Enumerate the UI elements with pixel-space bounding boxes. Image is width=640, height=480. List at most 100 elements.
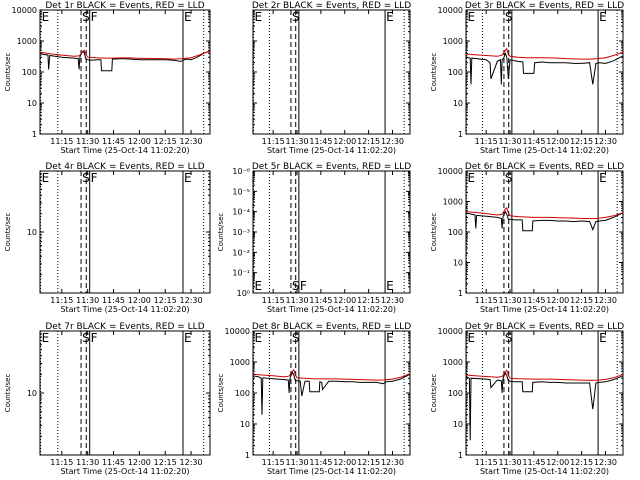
event-marker-label: E — [255, 10, 263, 24]
y-tick-label: 10000 — [12, 6, 37, 15]
y-tick-label: 10000 — [438, 327, 463, 336]
y-axis-label: Counts/sec — [217, 374, 225, 413]
x-tick-label: 11:15 — [262, 137, 285, 146]
detector-panel-det7r: Det 7r BLACK = Events, RED = LLD 10 Counts… — [4, 322, 211, 476]
x-axis-label: Start Time (25-Oct-14 11:02:20) — [60, 305, 189, 314]
y-tick-label: 10 — [240, 420, 250, 429]
x-tick-label: 11:45 — [309, 137, 332, 146]
y-tick-label: 100 — [22, 68, 37, 77]
y-tick-label: 1 — [32, 130, 37, 139]
lld-series-line — [465, 206, 624, 220]
x-axis-label: Start Time (25-Oct-14 11:02:20) — [267, 146, 396, 155]
y-tick-label: 10⁻² — [232, 248, 250, 257]
y-tick-label: 1 — [458, 130, 463, 139]
y-tick-label: 1 — [245, 451, 250, 460]
x-tick-label: 12:30 — [180, 296, 203, 305]
y-tick-label: 100 — [448, 68, 463, 77]
panel-title: Det 9r BLACK = Events, RED = LLD — [465, 322, 624, 332]
panel-title: Det 4r BLACK = Events, RED = LLD — [45, 162, 204, 172]
lld-series-line — [252, 368, 411, 381]
axis-frame — [39, 330, 211, 456]
axis-frame — [465, 170, 624, 294]
y-tick-label: 10 — [453, 259, 463, 268]
y-axis-label: Counts/sec — [430, 374, 438, 413]
x-tick-label: 12:30 — [381, 296, 404, 305]
x-tick-label: 12:30 — [594, 296, 617, 305]
event-marker-label: E — [468, 10, 476, 24]
event-marker-label: F — [300, 279, 307, 293]
event-marker-label: E — [42, 171, 50, 185]
x-tick-label: 11:30 — [498, 296, 521, 305]
y-tick-label: 100 — [448, 228, 463, 237]
x-tick-label: 12:30 — [594, 458, 617, 467]
x-axis-label: Start Time (25-Oct-14 11:02:20) — [267, 305, 396, 314]
y-tick-label: 10⁻¹ — [232, 269, 250, 278]
y-tick-label: 10000 — [225, 327, 250, 336]
x-tick-label: 12:30 — [381, 458, 404, 467]
y-tick-label: 1000 — [17, 37, 37, 46]
event-marker-label: E — [386, 331, 394, 345]
x-tick-label: 12:00 — [128, 137, 151, 146]
panel-title: Det 7r BLACK = Events, RED = LLD — [45, 322, 204, 332]
y-tick-label: 100 — [235, 389, 250, 398]
event-marker-label: E — [42, 331, 50, 345]
y-tick-label: 10⁻³ — [232, 228, 250, 237]
event-marker-label: E — [599, 10, 607, 24]
x-tick-label: 12:15 — [570, 458, 593, 467]
y-tick-label: 10000 — [438, 6, 463, 15]
x-tick-label: 12:00 — [128, 458, 151, 467]
y-axis-label: Counts/sec — [430, 213, 438, 252]
events-series-line — [39, 50, 211, 72]
x-tick-label: 11:45 — [522, 458, 545, 467]
x-tick-label: 11:30 — [498, 137, 521, 146]
panel-title: Det 3r BLACK = Events, RED = LLD — [465, 1, 624, 11]
event-marker-label: E — [184, 331, 192, 345]
x-axis-label: Start Time (25-Oct-14 11:02:20) — [60, 467, 189, 476]
axis-frame — [252, 330, 411, 456]
events-series-line — [465, 210, 624, 232]
x-tick-label: 12:15 — [357, 458, 380, 467]
x-axis-label: Start Time (25-Oct-14 11:02:20) — [60, 146, 189, 155]
y-tick-label: 10⁰ — [237, 289, 250, 298]
y-tick-label: 10⁻⁴ — [232, 208, 250, 217]
y-tick-label: 1000 — [443, 358, 463, 367]
x-tick-label: 11:15 — [262, 458, 285, 467]
axis-frame — [39, 170, 211, 294]
x-tick-label: 11:30 — [76, 458, 99, 467]
x-tick-label: 11:30 — [76, 296, 99, 305]
panel-title: Det 8r BLACK = Events, RED = LLD — [252, 322, 411, 332]
event-marker-label: S — [505, 10, 513, 24]
x-tick-label: 12:00 — [546, 296, 569, 305]
x-tick-label: 11:15 — [262, 296, 285, 305]
event-marker-label: E — [184, 10, 192, 24]
y-tick-label: 10000 — [438, 167, 463, 176]
x-tick-label: 11:30 — [285, 458, 308, 467]
x-tick-label: 12:00 — [333, 137, 356, 146]
detector-panel-det4r: Det 4r BLACK = Events, RED = LLD 10 Counts… — [4, 162, 211, 314]
events-series-line — [465, 371, 624, 441]
event-marker-label: S — [82, 171, 90, 185]
x-tick-label: 11:30 — [285, 296, 308, 305]
x-tick-label: 11:45 — [309, 296, 332, 305]
x-axis-label: Start Time (25-Oct-14 11:02:20) — [480, 305, 609, 314]
event-marker-label: E — [386, 279, 394, 293]
event-marker-label: S — [292, 10, 300, 24]
event-marker-label: E — [468, 331, 476, 345]
x-axis-label: Start Time (25-Oct-14 11:02:20) — [480, 467, 609, 476]
detector-panel-det9r: Det 9r BLACK = Events, RED = LLD 1 10 100 10… — [430, 322, 624, 476]
y-axis-label: Counts/sec — [4, 53, 12, 92]
x-tick-label: 12:00 — [333, 458, 356, 467]
events-series-line — [465, 51, 624, 85]
y-tick-label: 1000 — [443, 198, 463, 207]
x-tick-label: 12:00 — [128, 296, 151, 305]
x-tick-label: 11:45 — [102, 458, 125, 467]
x-axis-label: Start Time (25-Oct-14 11:02:20) — [480, 146, 609, 155]
lld-series-line — [39, 49, 211, 60]
y-tick-label: 10 — [453, 99, 463, 108]
x-tick-label: 11:45 — [102, 296, 125, 305]
y-tick-label: 10 — [27, 228, 37, 237]
panel-title: Det 6r BLACK = Events, RED = LLD — [465, 162, 624, 172]
x-tick-label: 12:15 — [357, 296, 380, 305]
axis-frame — [252, 9, 411, 135]
